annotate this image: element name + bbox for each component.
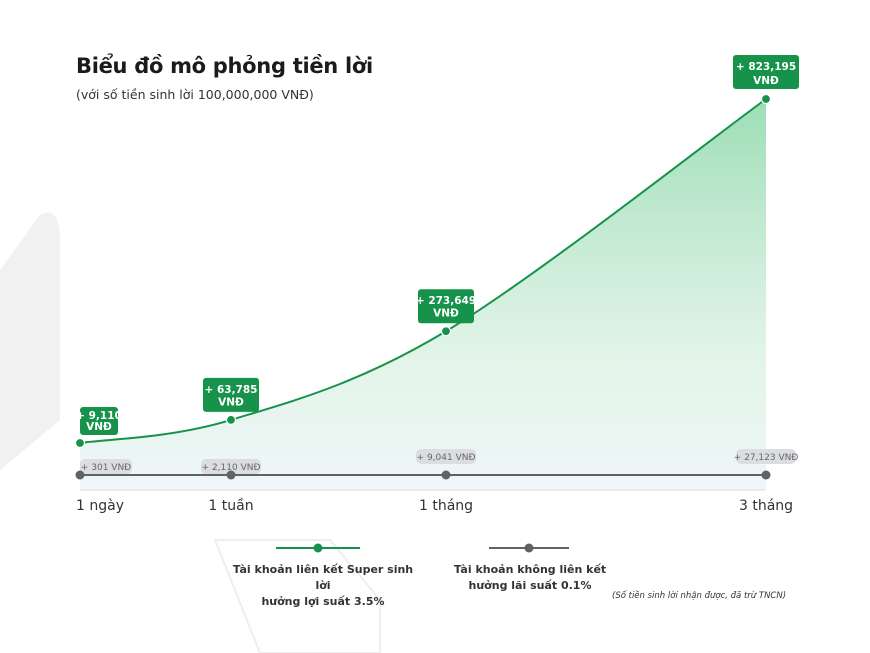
legend-label: Tài khoản không liên kết [453, 563, 607, 576]
data-label-bg [733, 55, 799, 89]
data-point [226, 470, 236, 480]
data-label: VNĐ [433, 308, 459, 320]
data-label: + 63,785 [205, 384, 258, 396]
x-tick-label: 1 tuần [208, 498, 253, 514]
data-label-bg [201, 459, 261, 474]
data-point [441, 470, 451, 480]
data-label-bg [80, 407, 118, 435]
data-label-bg [416, 449, 476, 464]
data-label-bg [418, 289, 474, 324]
data-point [761, 470, 771, 480]
legend-marker-unlinked [524, 543, 534, 553]
chart-title: Biểu đồ mô phỏng tiền lời [76, 54, 373, 78]
chart-subtitle: (với số tiền sinh lời 100,000,000 VNĐ) [76, 87, 314, 102]
legend-label: hưởng lợi suất 3.5% [261, 595, 385, 608]
legend-item-linked: Tài khoản liên kết Super sinh lời hưởng … [228, 562, 418, 610]
x-tick-label: 1 ngày [76, 498, 124, 514]
legend-label: Tài khoản liên kết Super sinh lời [232, 563, 414, 592]
data-point [440, 326, 452, 337]
data-label-bg [80, 459, 132, 474]
legend-item-unlinked: Tài khoản không liên kết hưởng lãi suất … [440, 562, 620, 594]
data-label: + 301 VNĐ [81, 463, 131, 473]
data-label: + 2,110 VNĐ [202, 463, 261, 473]
data-point [74, 437, 86, 449]
data-point [75, 470, 85, 480]
data-label: + 9,110 [76, 410, 122, 422]
data-label-bg [203, 377, 259, 412]
data-point [760, 93, 772, 105]
series-area [80, 99, 766, 490]
data-label: + 27,123 VNĐ [734, 453, 799, 463]
data-label-bg [736, 449, 796, 464]
x-tick-label: 3 tháng [739, 498, 793, 514]
legend-marker-linked [313, 543, 323, 553]
data-label: + 273,649 [416, 295, 476, 307]
series-line-linked [79, 98, 767, 444]
data-label: VNĐ [218, 396, 244, 408]
background-shape [213, 539, 381, 653]
data-point [225, 414, 237, 425]
data-label: VNĐ [753, 75, 779, 87]
data-label: + 823,195 [736, 61, 796, 73]
data-label: VNĐ [86, 421, 112, 433]
data-label: + 9,041 VNĐ [417, 453, 476, 463]
legend-label: hưởng lãi suất 0.1% [468, 579, 592, 592]
background-shape [0, 212, 60, 470]
x-tick-label: 1 tháng [419, 498, 473, 514]
footnote: (Số tiền sinh lời nhận được, đã trừ TNCN… [612, 591, 787, 601]
